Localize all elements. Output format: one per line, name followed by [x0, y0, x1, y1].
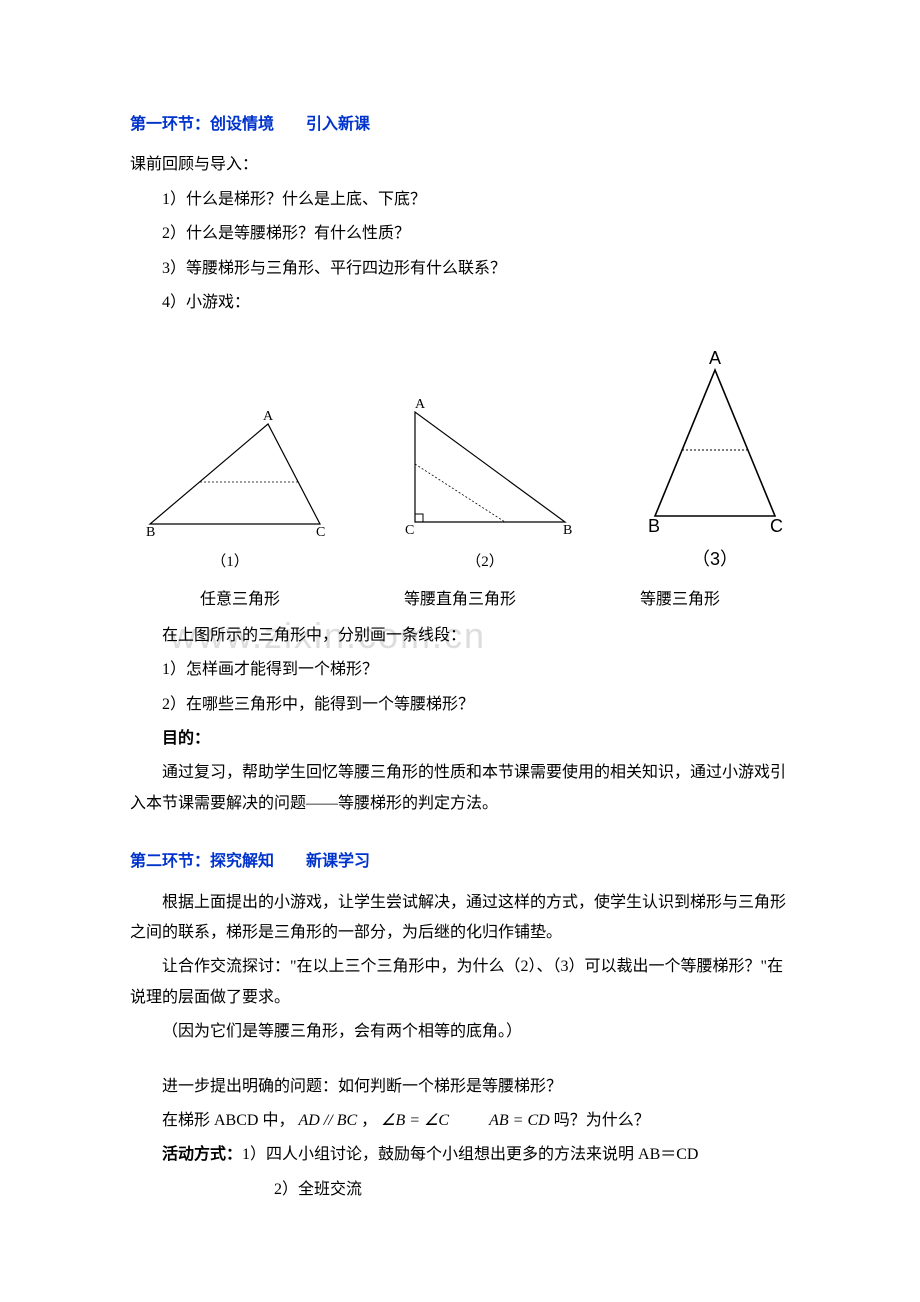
- figures-row: A B C （1） A C B （2）: [130, 348, 790, 576]
- section1-item-3: 3）等腰梯形与三角形、平行四边形有什么联系？: [130, 254, 790, 284]
- purpose-text: 通过复习，帮助学生回忆等腰三角形的性质和本节课需要使用的相关知识，通过小游戏引入…: [130, 758, 790, 819]
- triangle-3-svg: A B C: [640, 348, 790, 538]
- fig1-num: （1）: [211, 548, 249, 577]
- fig3-label-c: C: [770, 516, 783, 536]
- section2-header: 第二环节：探究解知 新课学习: [130, 847, 790, 877]
- triangle-1-svg: A B C: [130, 404, 330, 544]
- activity-line: 活动方式：1）四人小组讨论，鼓励每个小组想出更多的方法来说明 AB＝CD: [130, 1140, 790, 1170]
- activity-2: 2）全班交流: [130, 1175, 790, 1205]
- fig3-num: （3）: [692, 542, 738, 576]
- purpose-label: 目的：: [130, 724, 790, 754]
- post-fig-q1: 1）怎样画才能得到一个梯形？: [130, 655, 790, 685]
- section2-p4: 在梯形 ABCD 中， AD // BC ， ∠B = ∠C AB = CD 吗…: [130, 1106, 790, 1136]
- p4-math1: AD // BC: [298, 1112, 357, 1129]
- figure-caption-row: 任意三角形 等腰直角三角形 等腰三角形: [130, 585, 790, 615]
- section1-item-2: 2）什么是等腰梯形？有什么性质？: [130, 219, 790, 249]
- section1-header: 第一环节：创设情境 引入新课: [130, 110, 790, 140]
- section2-p2a: 让合作交流探讨："在以上三个三角形中，为什么（2）、（3）可以裁出一个等腰梯形？…: [130, 952, 790, 1013]
- fig3-caption: 等腰三角形: [570, 585, 790, 615]
- post-fig-intro: 在上图所示的三角形中，分别画一条线段：: [130, 621, 790, 651]
- section1-item-1: 1）什么是梯形？什么是上底、下底？: [130, 185, 790, 215]
- p4-pre: 在梯形 ABCD 中，: [162, 1112, 294, 1129]
- fig1-caption: 任意三角形: [130, 585, 350, 615]
- fig2-num: （2）: [466, 548, 504, 577]
- p4-sep1: ，: [361, 1112, 377, 1129]
- triangle-2-svg: A C B: [395, 394, 575, 544]
- activity-label: 活动方式：: [162, 1146, 242, 1163]
- fig1-label-b: B: [146, 525, 155, 540]
- post-fig-q2: 2）在哪些三角形中，能得到一个等腰梯形？: [130, 690, 790, 720]
- figure-3: A B C （3）: [640, 348, 790, 576]
- p4-math3: AB = CD: [489, 1112, 550, 1129]
- fig1-label-a: A: [263, 409, 274, 424]
- p4-math2: ∠B = ∠C: [381, 1112, 449, 1129]
- fig2-caption: 等腰直角三角形: [350, 585, 570, 615]
- activity-1: 1）四人小组讨论，鼓励每个小组想出更多的方法来说明 AB＝CD: [242, 1146, 698, 1163]
- p4-gap: [453, 1112, 485, 1129]
- section1-intro: 课前回顾与导入：: [130, 150, 790, 180]
- fig1-label-c: C: [316, 525, 325, 540]
- fig3-label-a: A: [709, 348, 721, 368]
- fig2-label-b: B: [563, 523, 572, 538]
- figure-1: A B C （1）: [130, 404, 330, 577]
- fig3-label-b: B: [648, 516, 660, 536]
- fig2-label-c: C: [405, 523, 414, 538]
- section2-p2b: （因为它们是等腰三角形，会有两个相等的底角。）: [130, 1017, 790, 1047]
- fig2-label-a: A: [415, 397, 426, 412]
- figure-2: A C B （2）: [395, 394, 575, 577]
- section2-p3: 进一步提出明确的问题：如何判断一个梯形是等腰梯形？: [130, 1072, 790, 1102]
- section1-item-4: 4）小游戏：: [130, 288, 790, 318]
- section2-p1: 根据上面提出的小游戏，让学生尝试解决，通过这样的方式，使学生认识到梯形与三角形之…: [130, 888, 790, 949]
- p4-post: 吗？为什么？: [554, 1112, 650, 1129]
